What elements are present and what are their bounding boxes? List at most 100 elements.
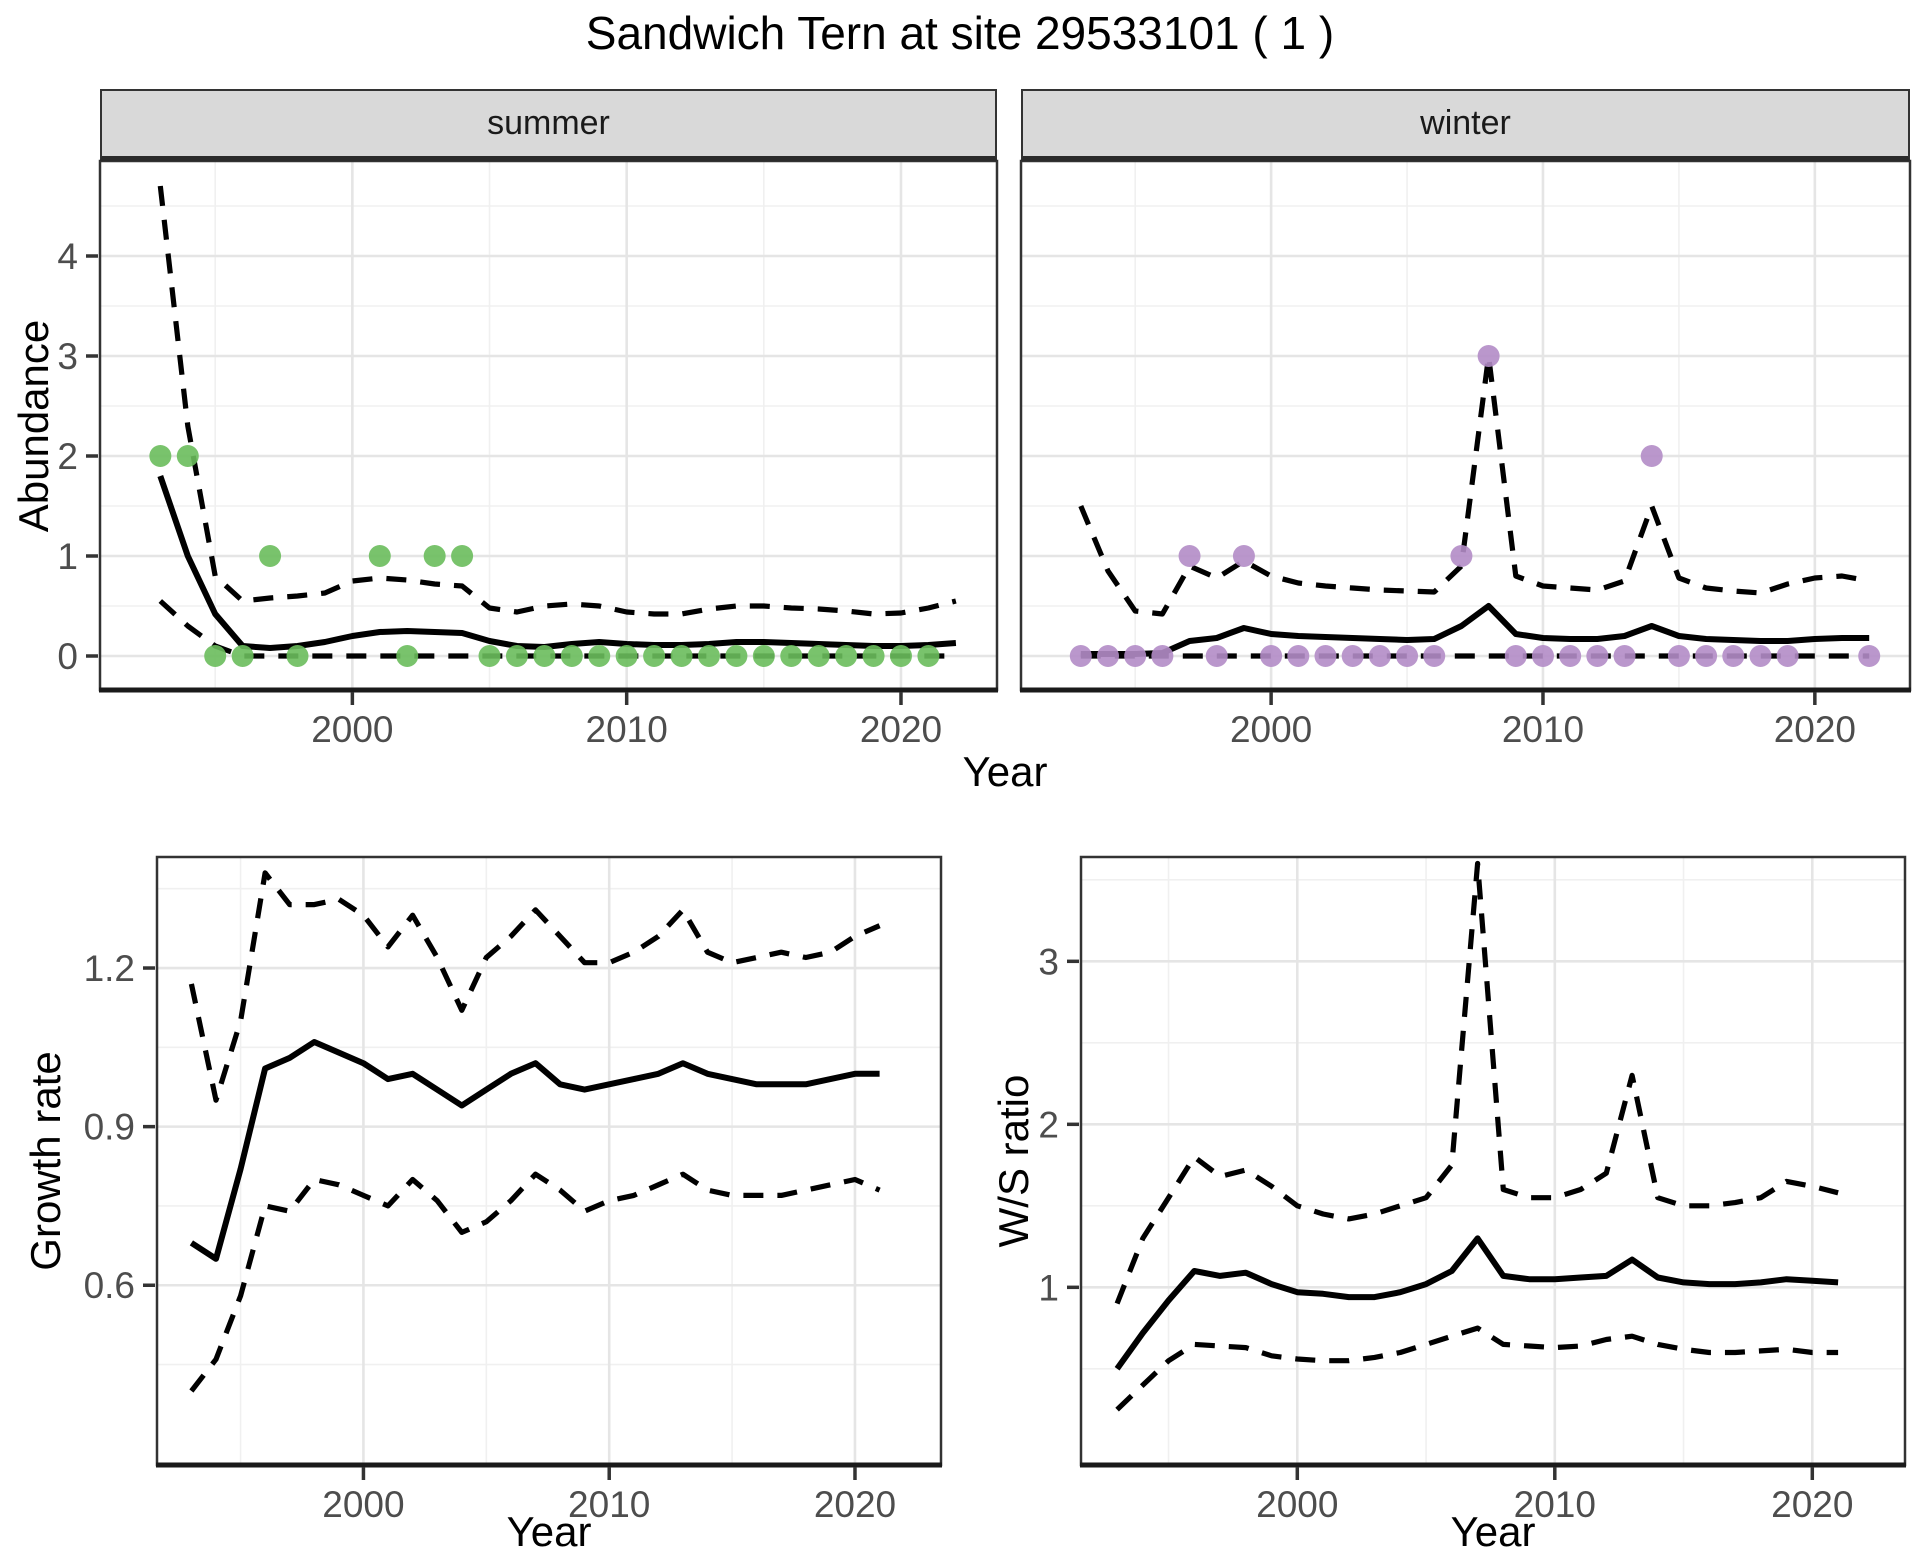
data-point-winter [1531,645,1554,667]
y-axis-title-growth-rate: Growth rate [22,1051,69,1271]
mean-line-ws [1114,1235,1839,1371]
panel-bg-summer [100,161,997,690]
data-point-winter [1341,645,1364,667]
data-point-winter [1314,645,1337,667]
data-point-summer [396,645,419,667]
data-point-summer [204,645,227,667]
x-tick-label-summer: 2010 [586,709,668,750]
data-point-summer [835,645,858,667]
data-point-summer [259,545,282,567]
data-point-summer [643,645,666,667]
data-point-winter [1695,645,1718,667]
data-point-winter [1205,645,1228,667]
lower-ci-line-growth [189,1171,881,1393]
data-point-winter [1287,645,1310,667]
y-tick-label-ws: 2 [1038,1104,1059,1145]
upper-ci-line-growth [188,870,881,1103]
x-tick-label-winter: 2010 [1502,709,1584,750]
x-tick-label-ws: 2020 [1771,1484,1853,1525]
y-tick-label-growth: 1.2 [84,948,135,989]
y-tick-label-ws: 1 [1038,1267,1059,1308]
y-tick-label-summer: 1 [57,536,78,577]
data-point-summer [149,445,172,467]
data-point-winter [1096,645,1119,667]
data-point-winter [1613,645,1636,667]
x-tick-label-summer: 2020 [860,709,942,750]
data-point-summer [231,645,254,667]
y-tick-label-summer: 4 [57,236,78,277]
x-tick-label-ws: 2000 [1256,1484,1338,1525]
data-point-winter [1586,645,1609,667]
y-tick-label-growth: 0.9 [84,1107,135,1148]
data-point-winter [1069,645,1092,667]
facet-label-winter: winter [1420,104,1511,142]
upper-ci-line-ws [1114,860,1839,1305]
data-point-summer [423,545,446,567]
x-tick-label-winter: 2020 [1774,709,1856,750]
data-point-winter [1450,545,1473,567]
lower-ci-line-ws [1115,1325,1839,1412]
data-point-winter [1232,545,1255,567]
data-point-summer [862,645,885,667]
upper-ci-line-winter [1078,353,1870,617]
data-point-summer [807,645,830,667]
y-axis-title-ws-ratio: W/S ratio [990,1074,1037,1248]
data-point-summer [176,445,199,467]
data-point-winter [1260,645,1283,667]
y-tick-label-summer: 0 [57,636,78,677]
y-axis-title-abundance: Abundance [10,319,57,533]
y-tick-label-summer: 2 [57,436,78,477]
y-tick-label-summer: 3 [57,336,78,377]
x-tick-label-summer: 2000 [311,709,393,750]
panel-bg-ws [1081,857,1905,1465]
x-axis-title-year-ws: Year [1450,1508,1536,1555]
data-point-winter [1178,545,1201,567]
data-point-summer [368,545,391,567]
upper-ci-line-summer [157,185,957,617]
data-point-summer [560,645,583,667]
data-point-winter [1124,645,1147,667]
facet-strip-winter: winter [1021,89,1910,161]
data-point-winter [1858,645,1881,667]
x-tick-label-growth: 2010 [568,1484,650,1525]
x-axis-title-year-growth: Year [506,1508,592,1555]
data-point-winter [1396,645,1419,667]
data-point-winter [1559,645,1582,667]
data-point-winter [1722,645,1745,667]
mean-line-growth [189,1039,880,1262]
data-point-summer [286,645,309,667]
data-point-summer [725,645,748,667]
x-tick-label-ws: 2010 [1514,1484,1596,1525]
panel-bg-growth [157,857,941,1465]
data-point-summer [505,645,528,667]
data-point-winter [1423,645,1446,667]
facet-strip-summer: summer [100,89,997,161]
data-point-summer [588,645,611,667]
x-tick-label-growth: 2000 [322,1484,404,1525]
data-point-summer [451,545,474,567]
data-point-summer [752,645,775,667]
data-point-winter [1749,645,1772,667]
x-tick-label-winter: 2000 [1230,709,1312,750]
panel-bg-winter [1021,161,1910,690]
data-point-summer [533,645,556,667]
data-point-summer [615,645,638,667]
data-point-summer [889,645,912,667]
data-point-winter [1504,645,1527,667]
chart-title: Sandwich Tern at site 29533101 ( 1 ) [585,7,1335,59]
data-point-winter [1667,645,1690,667]
data-point-summer [478,645,501,667]
x-tick-label-growth: 2020 [814,1484,896,1525]
x-axis-title-year-top: Year [962,748,1048,795]
data-point-winter [1477,345,1500,367]
data-point-winter [1640,445,1663,467]
data-point-winter [1776,645,1799,667]
facet-label-summer: summer [487,104,610,142]
data-point-summer [670,645,693,667]
data-point-summer [780,645,803,667]
data-point-summer [917,645,940,667]
data-point-summer [697,645,720,667]
y-tick-label-ws: 3 [1038,941,1059,982]
